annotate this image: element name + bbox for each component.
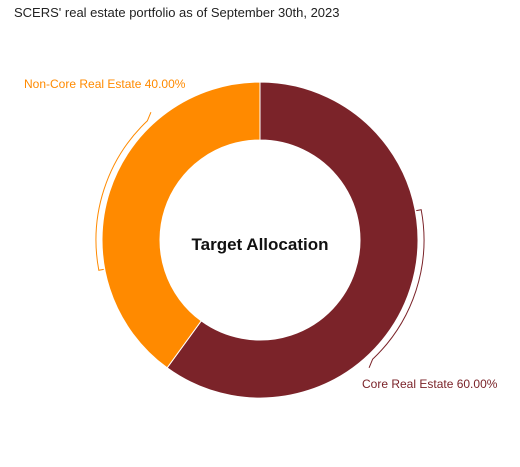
chart-title: SCERS' real estate portfolio as of Septe…: [14, 5, 340, 20]
connector-core-real-estate: [368, 209, 425, 368]
label-non-core-real-estate: Non-Core Real Estate 40.00%: [24, 77, 186, 91]
label-connectors: [95, 112, 425, 368]
slice-labels: Core Real Estate 60.00% Non-Core Real Est…: [24, 77, 498, 391]
slice-non-core-real-estate[interactable]: [101, 81, 261, 369]
connector-non-core-real-estate: [95, 112, 152, 271]
center-label: Target Allocation: [192, 235, 329, 254]
label-core-real-estate: Core Real Estate 60.00%: [362, 377, 498, 391]
slice-core-real-estate[interactable]: [166, 81, 419, 399]
donut-slices: [101, 81, 419, 399]
